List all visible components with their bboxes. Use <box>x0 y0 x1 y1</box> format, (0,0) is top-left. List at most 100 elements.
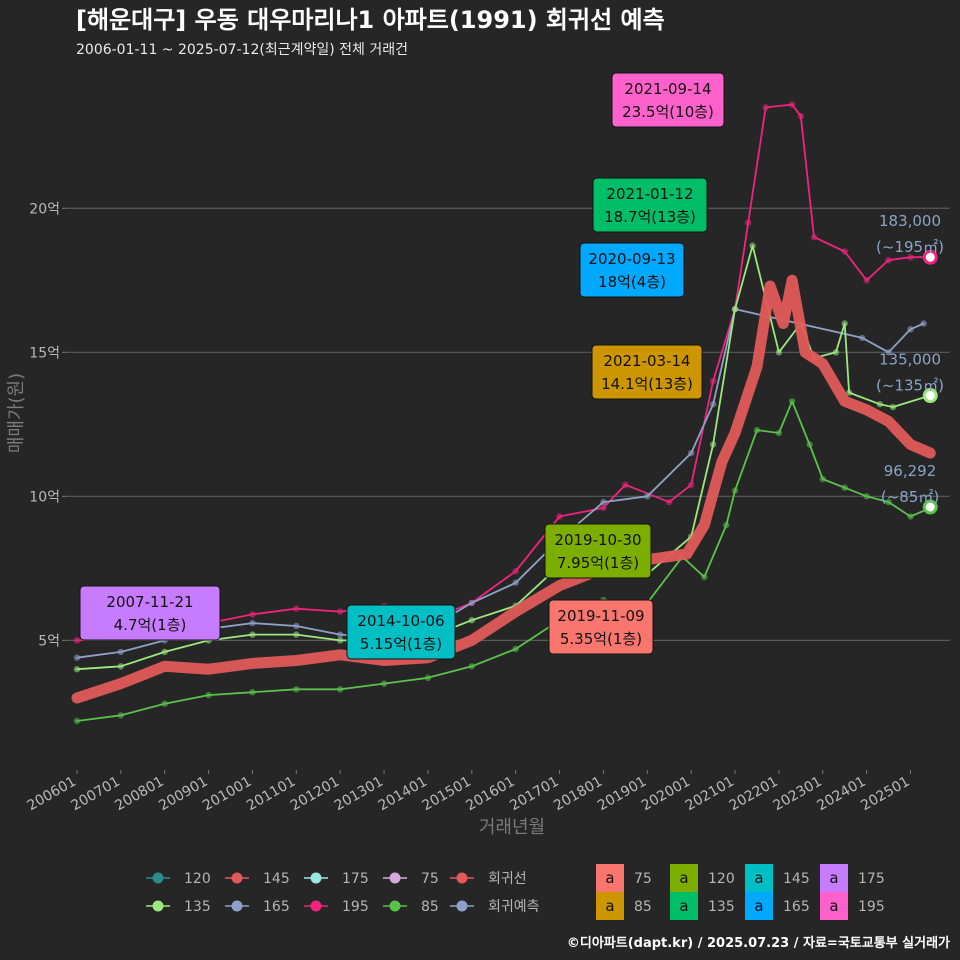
callout-date: 2019-10-30 <box>554 531 641 549</box>
x-tick-label: 201501 <box>420 774 474 815</box>
chart-caption: ©디아파트(dapt.kr) / 2025.07.23 / 자료=국토교통부 실… <box>567 935 950 951</box>
series-point-195 <box>907 254 914 261</box>
series-point-85 <box>249 689 256 696</box>
series-point-165 <box>249 619 256 627</box>
series-point-195 <box>73 637 81 644</box>
callout-box <box>346 604 456 660</box>
series-point-135 <box>832 349 840 356</box>
series-point-85 <box>468 663 476 670</box>
x-tick-label: 202001 <box>639 774 693 815</box>
legend-label: 145 <box>783 871 810 887</box>
series-point-135 <box>889 403 897 411</box>
series-line-195 <box>76 103 932 642</box>
series-point-85 <box>753 426 761 434</box>
legend-label: 165 <box>783 899 810 915</box>
series-point-135 <box>249 631 256 638</box>
series-point-165 <box>920 320 927 327</box>
endpoint-layer: 183,000 (~195㎡) 135,000 (~135㎡) 96,292 (~85㎡) <box>876 212 944 515</box>
series-point-85 <box>775 429 783 437</box>
series-point-165 <box>293 622 300 630</box>
callout-date: 2021-01-12 <box>606 185 693 203</box>
callout-price: 5.35억(1층) <box>560 630 642 648</box>
callout-box <box>592 177 708 233</box>
y-axis-title: 매매가(원) <box>6 373 27 453</box>
legend-key-dot <box>231 872 243 884</box>
series-point-195 <box>293 605 300 612</box>
legend-key-dot <box>310 900 322 912</box>
callout-date: 2019-11-09 <box>557 607 644 625</box>
callout-box <box>611 72 725 128</box>
series-point-165 <box>885 349 892 356</box>
series-point-195 <box>863 277 870 284</box>
series-point-165 <box>709 400 717 408</box>
legend-label: 75 <box>634 871 652 887</box>
end-label-area: (~195㎡) <box>876 238 944 256</box>
series-line-회귀선 <box>71 274 936 704</box>
callout-price: 23.5억(10층) <box>622 103 714 121</box>
series-point-165 <box>468 599 476 607</box>
callout-price: 18.7억(13층) <box>604 208 696 226</box>
y-tick-label: 15억 <box>29 345 60 361</box>
legend-key-box <box>596 892 624 920</box>
legend-key-dot <box>231 900 243 912</box>
series-point-195 <box>687 481 695 489</box>
callout-price: 14.1억(13층) <box>601 375 693 393</box>
x-tick-label: 200701 <box>69 774 123 815</box>
legend-label: 195 <box>342 899 369 915</box>
series-point-135 <box>841 320 848 327</box>
callout-box <box>544 523 652 579</box>
series-point-195 <box>788 101 796 108</box>
y-tick-label: 10억 <box>29 489 60 505</box>
series-point-165 <box>336 631 344 638</box>
series-point-135 <box>731 305 739 313</box>
series-point-135 <box>73 665 81 673</box>
end-label-area: (~135㎡) <box>876 377 944 395</box>
legend-label: 120 <box>184 871 211 887</box>
series-point-85 <box>731 487 739 494</box>
series-point-85 <box>723 521 730 529</box>
x-tick-label: 201201 <box>288 774 342 815</box>
callout-price: 5.15억(1층) <box>360 635 442 653</box>
series-point-195 <box>810 233 818 241</box>
legend-key-dot <box>389 900 401 912</box>
series-point-165 <box>644 493 651 500</box>
series-point-85 <box>907 513 914 520</box>
legend-label: 145 <box>263 871 290 887</box>
callout-price: 7.95억(1층) <box>557 554 639 572</box>
legend-key-glyph: a <box>829 897 838 915</box>
legend-key-box <box>820 864 848 892</box>
legend-key-glyph: a <box>605 869 614 887</box>
legend-label: 회귀선 <box>488 871 527 887</box>
series-point-85 <box>380 680 388 687</box>
callout-price: 4.7억(1층) <box>114 616 187 634</box>
legend-key-glyph: a <box>829 869 838 887</box>
legend-key-glyph: a <box>754 869 763 887</box>
legend-label: 135 <box>184 899 211 915</box>
series-point-195 <box>556 513 563 520</box>
legend-key-box <box>745 864 773 892</box>
series-point-135 <box>336 637 344 644</box>
legend-key-box <box>820 892 848 920</box>
callout-box <box>591 344 703 400</box>
series-point-195 <box>762 104 769 111</box>
series-point-85 <box>841 484 848 491</box>
series-point-85 <box>336 686 344 693</box>
series-point-135 <box>161 648 168 656</box>
end-label-value: 135,000 <box>879 351 941 369</box>
end-label-area: (~85㎡) <box>881 488 939 506</box>
callout-date: 2020-09-13 <box>588 250 675 268</box>
x-axis-title: 거래년월 <box>479 817 545 838</box>
series-line-85 <box>76 400 932 722</box>
series-point-85 <box>161 700 168 707</box>
series-point-135 <box>749 242 756 249</box>
y-tick-label: 20억 <box>29 201 60 217</box>
x-tick-layer: 2006012007012008012009012010012011012012… <box>25 770 913 814</box>
series-point-135 <box>876 400 884 408</box>
legend-key-box <box>745 892 773 920</box>
series-point-195 <box>885 256 892 264</box>
series-point-85 <box>293 686 300 693</box>
series-point-85 <box>863 493 870 500</box>
x-tick-label: 200801 <box>112 774 166 815</box>
series-point-165 <box>600 498 607 506</box>
